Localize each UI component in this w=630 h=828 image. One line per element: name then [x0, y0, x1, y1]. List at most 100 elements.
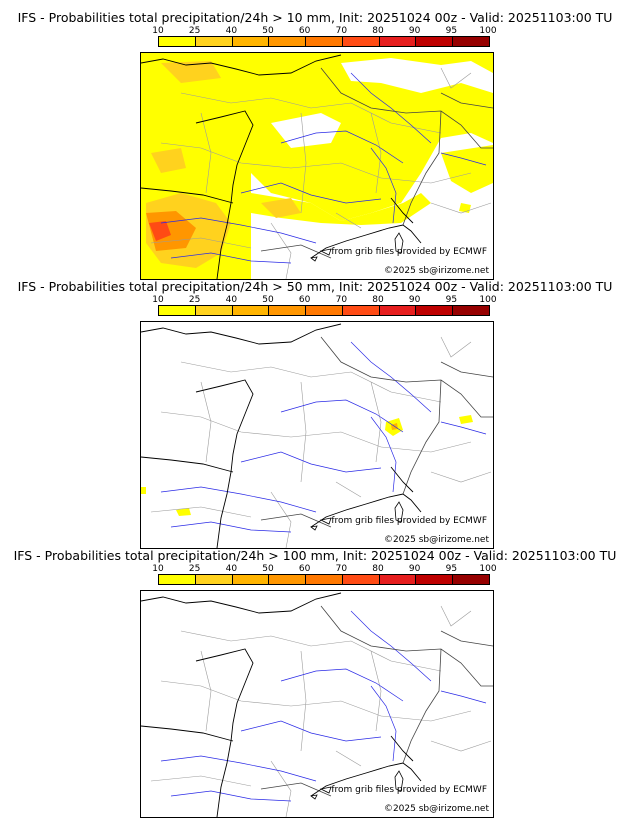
colorbar-segment	[195, 306, 233, 315]
colorbar-segment	[159, 37, 196, 46]
colorbar-segment	[195, 575, 233, 584]
balearic-outline	[310, 248, 332, 262]
copyright: ©2025 sb@irizome.net	[383, 535, 489, 545]
probability-map: from grib files provided by ECMWF ©2025 …	[140, 321, 494, 549]
colorbar-segment	[269, 575, 307, 584]
map-title: IFS - Probabilities total precipitation/…	[17, 10, 613, 25]
map-canvas	[141, 323, 493, 548]
probability-map: from grib files provided by ECMWF ©2025 …	[140, 52, 494, 280]
colorbar-tick-label: 10	[152, 295, 164, 305]
source-credit: from grib files provided by ECMWF	[331, 516, 487, 526]
colorbar-tick-label: 60	[298, 564, 311, 574]
colorbar	[158, 305, 490, 316]
colorbar-segment	[416, 37, 454, 46]
coastline	[141, 54, 422, 279]
prob-area-50	[146, 211, 196, 251]
colorbar-segment	[416, 306, 454, 315]
colorbar-segment	[379, 37, 417, 46]
colorbar-segment	[306, 306, 343, 315]
colorbar-segment	[232, 37, 270, 46]
copyright: ©2025 sb@irizome.net	[383, 266, 489, 276]
colorbar-tick-label: 80	[372, 26, 384, 36]
colorbar-tick-label: 70	[335, 564, 348, 574]
colorbar-segment	[453, 575, 490, 584]
colorbar-tick-label: 40	[225, 26, 238, 36]
colorbar-segment	[269, 37, 307, 46]
balearic-outline	[310, 786, 332, 800]
colorbar-tick-label: 10	[152, 26, 164, 36]
colorbar-tick-label: 50	[262, 295, 274, 305]
colorbar-tick-label: 10	[152, 564, 164, 574]
colorbar-segment	[159, 306, 196, 315]
colorbar-tick-label: 50	[262, 26, 274, 36]
copyright: ©2025 sb@irizome.net	[383, 804, 489, 814]
prob-area-10	[141, 487, 146, 494]
colorbar-tick-label: 40	[225, 295, 238, 305]
corsica-outline	[394, 232, 404, 254]
colorbar-segment	[159, 575, 196, 584]
colorbar-segment	[342, 37, 380, 46]
panel-50mm: IFS - Probabilities total precipitation/…	[0, 277, 630, 549]
admin-borders	[150, 336, 492, 548]
corsica-outline	[394, 501, 404, 523]
colorbar-tick-label: 95	[445, 564, 458, 574]
colorbar-tick-label: 80	[372, 564, 384, 574]
probability-map: from grib files provided by ECMWF ©2025 …	[140, 590, 494, 818]
source-credit: from grib files provided by ECMWF	[331, 247, 487, 257]
colorbar-tick-label: 60	[298, 26, 311, 36]
colorbar-tick-label: 60	[298, 295, 311, 305]
map-canvas	[141, 53, 493, 279]
country-borders	[260, 605, 493, 797]
colorbar	[158, 574, 490, 585]
colorbar-tick-label: 70	[335, 295, 348, 305]
colorbar-segment	[342, 575, 380, 584]
prob-area-10	[176, 508, 191, 516]
no-prob-area	[341, 58, 493, 93]
colorbar-tick-label: 95	[445, 26, 458, 36]
panel-100mm: IFS - Probabilities total precipitation/…	[0, 546, 630, 818]
colorbar-ticks: 10 25 40 50 60 70 80 90 95 100	[152, 295, 496, 305]
prob-area-25	[161, 61, 221, 83]
admin-borders	[150, 605, 492, 817]
colorbar-segment	[453, 306, 490, 315]
colorbar-segment	[416, 575, 454, 584]
map-title: IFS - Probabilities total precipitation/…	[13, 548, 617, 563]
colorbar-tick-label: 95	[445, 295, 458, 305]
colorbar-ticks: 10 25 40 50 60 70 80 90 95 100	[152, 564, 496, 574]
coastline	[141, 323, 422, 548]
map-title: IFS - Probabilities total precipitation/…	[17, 279, 613, 294]
colorbar-tick-label: 100	[479, 26, 497, 36]
rivers	[160, 72, 487, 264]
colorbar-tick-label: 90	[408, 564, 421, 574]
colorbar-tick-label: 25	[188, 26, 201, 36]
colorbar-tick-label: 25	[188, 295, 201, 305]
prob-area-70	[149, 221, 171, 241]
colorbar-tick-label: 90	[408, 295, 421, 305]
colorbar-segment	[306, 575, 343, 584]
map-canvas	[141, 592, 493, 817]
colorbar-tick-label: 100	[479, 295, 497, 305]
colorbar-tick-label: 50	[262, 564, 274, 574]
prob-area-10	[251, 193, 431, 225]
colorbar-segment	[379, 575, 417, 584]
colorbar-tick-label: 80	[372, 295, 384, 305]
rivers	[160, 610, 487, 802]
country-borders	[260, 336, 493, 528]
prob-area-25	[261, 198, 301, 218]
colorbar-tick-label: 90	[408, 26, 421, 36]
colorbar-tick-label: 100	[479, 564, 497, 574]
colorbar-segment	[232, 575, 270, 584]
prob-area-10	[441, 145, 493, 193]
colorbar-segment	[379, 306, 417, 315]
colorbar-segment	[232, 306, 270, 315]
colorbar-segment	[453, 37, 490, 46]
country-borders	[260, 67, 493, 259]
colorbar-segment	[306, 37, 343, 46]
admin-borders	[150, 67, 492, 279]
prob-area-25	[151, 148, 186, 173]
rivers	[160, 341, 487, 533]
colorbar-tick-label: 70	[335, 26, 348, 36]
balearic-outline	[310, 517, 332, 531]
colorbar-segment	[195, 37, 233, 46]
corsica-outline	[394, 770, 404, 792]
